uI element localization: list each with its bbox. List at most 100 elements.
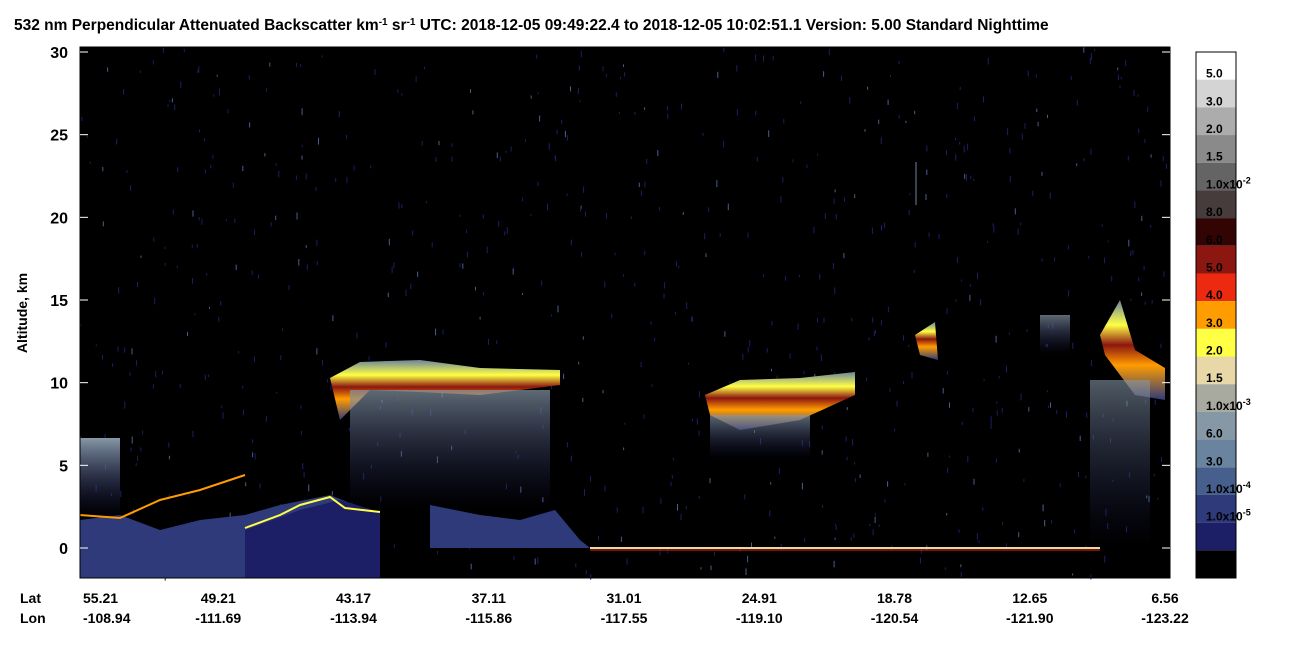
noise-speck (1059, 483, 1061, 488)
noise-speck (709, 478, 711, 484)
noise-speck (164, 246, 166, 250)
noise-speck (437, 550, 439, 555)
noise-speck (118, 287, 120, 294)
noise-speck (973, 178, 975, 181)
noise-speck (124, 401, 126, 409)
noise-speck (947, 467, 949, 474)
noise-speck (534, 558, 536, 565)
noise-speck (926, 169, 928, 175)
noise-speck (602, 389, 604, 394)
noise-speck (987, 240, 989, 243)
noise-speck (768, 130, 770, 137)
noise-speck (388, 238, 390, 246)
noise-speck (896, 400, 898, 407)
noise-speck (1020, 222, 1022, 226)
noise-speck (1130, 298, 1132, 301)
noise-speck (946, 150, 947, 156)
noise-speck (644, 250, 646, 256)
noise-speck (993, 225, 995, 233)
colorbar-label-text: 1.0x10 (1206, 177, 1243, 191)
colorbar-swatch (1196, 467, 1236, 495)
noise-speck (346, 177, 348, 183)
noise-speck (557, 305, 559, 313)
noise-speck (180, 82, 182, 89)
noise-speck (300, 405, 302, 409)
noise-speck (1143, 266, 1145, 271)
noise-speck (1130, 250, 1132, 257)
noise-speck (756, 156, 758, 162)
noise-speck (667, 113, 669, 119)
noise-speck (1005, 543, 1007, 548)
colorbar-label-text: 1.5 (1206, 150, 1223, 164)
noise-speck (1119, 85, 1121, 89)
noise-speck (614, 252, 616, 256)
noise-speck (210, 164, 212, 169)
noise-speck (308, 484, 310, 492)
noise-speck (664, 282, 666, 289)
colorbar-label-sup: -2 (1243, 175, 1251, 185)
noise-speck (216, 74, 218, 77)
noise-speck (129, 372, 131, 376)
noise-speck (783, 118, 785, 124)
noise-speck (1028, 407, 1030, 412)
noise-speck (585, 570, 587, 575)
noise-speck (823, 317, 825, 323)
noise-speck (1032, 190, 1034, 197)
noise-speck (80, 435, 82, 440)
noise-speck (570, 86, 571, 92)
x-lat-label: 12.65 (1012, 590, 1047, 606)
noise-speck (176, 265, 178, 269)
noise-speck (331, 491, 333, 496)
noise-speck (789, 353, 791, 359)
noise-speck (278, 170, 280, 178)
noise-speck (280, 355, 282, 361)
x-lat-label: 43.17 (336, 590, 371, 606)
noise-speck (976, 533, 978, 540)
noise-speck (674, 311, 676, 315)
noise-speck (187, 331, 188, 336)
x-lat-label: 18.78 (877, 590, 912, 606)
noise-speck (677, 504, 678, 511)
noise-speck (1153, 473, 1155, 477)
noise-speck (338, 111, 340, 118)
noise-speck (154, 297, 156, 305)
noise-speck (1151, 300, 1153, 304)
noise-speck (850, 537, 852, 541)
noise-speck (657, 150, 659, 157)
noise-speck (996, 401, 998, 404)
noise-speck (305, 173, 307, 180)
noise-speck (1072, 573, 1074, 576)
noise-speck (736, 109, 738, 116)
noise-speck (946, 308, 948, 315)
noise-speck (946, 194, 948, 199)
noise-speck (755, 110, 757, 116)
noise-speck (513, 556, 515, 560)
noise-speck (479, 316, 481, 320)
noise-speck (107, 67, 109, 72)
noise-speck (172, 209, 174, 215)
noise-speck (963, 145, 965, 153)
noise-speck (551, 384, 552, 389)
noise-speck (747, 347, 749, 353)
noise-speck (1049, 192, 1051, 199)
noise-speck (348, 427, 350, 432)
noise-speck (927, 452, 929, 457)
noise-speck (1078, 471, 1079, 478)
noise-speck (1085, 475, 1087, 479)
noise-speck (894, 428, 896, 432)
noise-speck (537, 92, 539, 95)
noise-speck (554, 155, 556, 160)
noise-speck (1154, 399, 1156, 405)
noise-speck (316, 239, 318, 246)
features (79, 162, 1165, 578)
noise-speck (221, 405, 223, 408)
noise-speck (1066, 411, 1067, 418)
noise-speck (813, 226, 815, 234)
noise-speck (466, 230, 468, 234)
noise-speck (640, 362, 642, 368)
noise-speck (167, 104, 169, 107)
noise-speck (530, 214, 532, 217)
noise-speck (561, 119, 563, 125)
noise-speck (606, 213, 607, 219)
noise-speck (843, 253, 845, 259)
